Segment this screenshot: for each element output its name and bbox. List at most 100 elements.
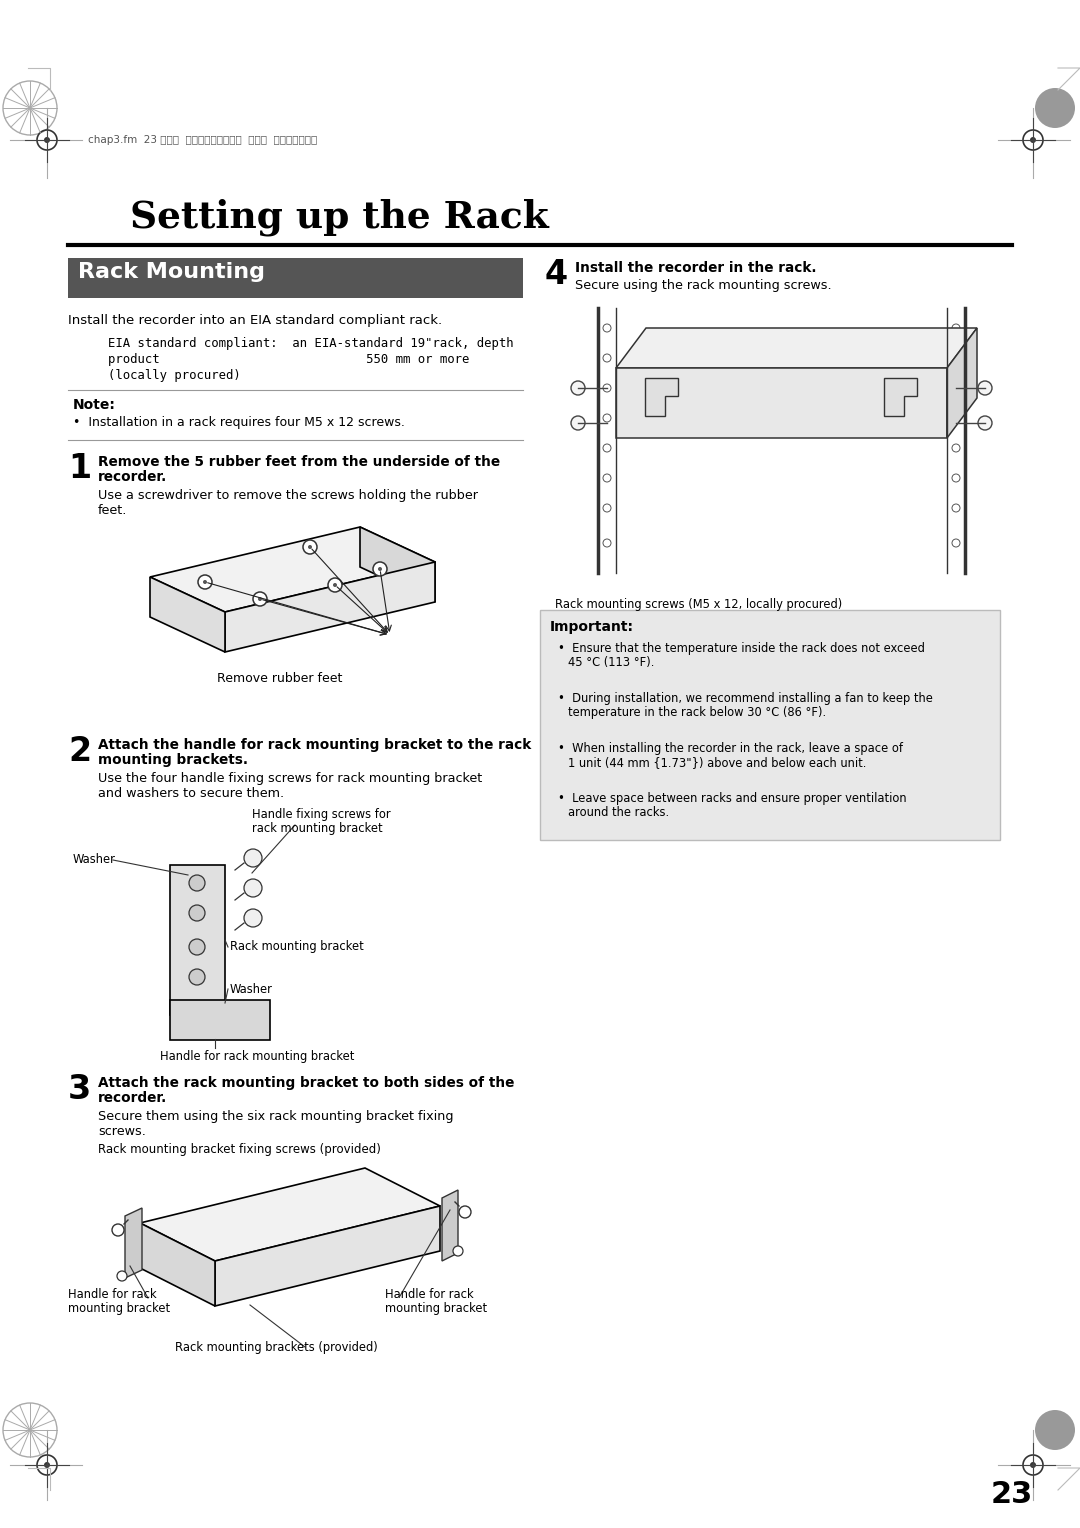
Text: Secure using the rack mounting screws.: Secure using the rack mounting screws.: [575, 280, 832, 292]
Text: Attach the handle for rack mounting bracket to the rack: Attach the handle for rack mounting brac…: [98, 738, 531, 752]
Polygon shape: [360, 527, 435, 602]
Text: mounting bracket: mounting bracket: [384, 1302, 487, 1316]
Circle shape: [603, 539, 611, 547]
Circle shape: [198, 575, 212, 588]
Bar: [68, 258, 523, 298]
Text: Secure them using the six rack mounting bracket fixing: Secure them using the six rack mounting …: [98, 1109, 454, 1123]
Polygon shape: [616, 368, 947, 439]
Text: •  Installation in a rack requires four M5 x 12 screws.: • Installation in a rack requires four M…: [73, 416, 405, 429]
Text: Handle for rack: Handle for rack: [384, 1288, 474, 1300]
Polygon shape: [150, 527, 435, 613]
Text: Note:: Note:: [73, 397, 116, 413]
Text: Use a screwdriver to remove the screws holding the rubber: Use a screwdriver to remove the screws h…: [98, 489, 478, 503]
Circle shape: [333, 584, 337, 587]
Text: Remove the 5 rubber feet from the underside of the: Remove the 5 rubber feet from the unders…: [98, 455, 500, 469]
Circle shape: [603, 504, 611, 512]
Circle shape: [1030, 1462, 1036, 1468]
Circle shape: [978, 380, 993, 396]
Text: mounting bracket: mounting bracket: [68, 1302, 171, 1316]
Circle shape: [253, 591, 267, 607]
Text: Rack mounting screws (M5 x 12, locally procured): Rack mounting screws (M5 x 12, locally p…: [555, 597, 842, 611]
Circle shape: [1030, 138, 1036, 144]
Text: Rack mounting bracket: Rack mounting bracket: [230, 940, 364, 953]
Circle shape: [603, 445, 611, 452]
Text: •  Leave space between racks and ensure proper ventilation: • Leave space between racks and ensure p…: [558, 792, 906, 805]
Text: Important:: Important:: [550, 620, 634, 634]
Text: Handle for rack: Handle for rack: [68, 1288, 157, 1300]
Circle shape: [951, 445, 960, 452]
Circle shape: [453, 1245, 463, 1256]
Polygon shape: [215, 1206, 440, 1306]
Circle shape: [603, 414, 611, 422]
Circle shape: [951, 539, 960, 547]
Circle shape: [951, 504, 960, 512]
Text: chap3.fm  23 ページ  ２００８年４月８日  火曜日  午後５時２２分: chap3.fm 23 ページ ２００８年４月８日 火曜日 午後５時２２分: [87, 134, 318, 145]
Text: Rack mounting bracket fixing screws (provided): Rack mounting bracket fixing screws (pro…: [98, 1143, 381, 1157]
Text: EIA standard compliant:  an EIA-standard 19"rack, depth: EIA standard compliant: an EIA-standard …: [108, 338, 514, 350]
Circle shape: [117, 1271, 127, 1280]
Polygon shape: [442, 1190, 458, 1261]
Circle shape: [978, 416, 993, 429]
Polygon shape: [616, 329, 977, 368]
Polygon shape: [225, 562, 435, 652]
Text: Rack Mounting: Rack Mounting: [78, 261, 265, 283]
Polygon shape: [140, 1167, 440, 1261]
Circle shape: [571, 380, 585, 396]
Polygon shape: [170, 999, 270, 1041]
Text: mounting brackets.: mounting brackets.: [98, 753, 248, 767]
Circle shape: [951, 384, 960, 393]
Circle shape: [308, 545, 312, 549]
Text: 23: 23: [990, 1481, 1034, 1510]
Text: •  Ensure that the temperature inside the rack does not exceed: • Ensure that the temperature inside the…: [558, 642, 924, 656]
Text: •  When installing the recorder in the rack, leave a space of: • When installing the recorder in the ra…: [558, 743, 903, 755]
Circle shape: [44, 1462, 50, 1468]
Polygon shape: [140, 1222, 215, 1306]
Polygon shape: [150, 578, 225, 652]
Text: and washers to secure them.: and washers to secure them.: [98, 787, 284, 801]
Text: 1: 1: [68, 452, 91, 484]
Circle shape: [951, 354, 960, 362]
Circle shape: [951, 324, 960, 332]
Circle shape: [951, 474, 960, 481]
Text: •  During installation, we recommend installing a fan to keep the: • During installation, we recommend inst…: [558, 692, 933, 704]
Text: Washer: Washer: [73, 853, 116, 866]
Circle shape: [951, 414, 960, 422]
Polygon shape: [947, 329, 977, 439]
Circle shape: [373, 562, 387, 576]
Text: 2: 2: [68, 735, 91, 769]
Circle shape: [1035, 1410, 1075, 1450]
Circle shape: [378, 567, 382, 571]
Circle shape: [244, 850, 262, 866]
Circle shape: [244, 879, 262, 897]
Text: 45 °C (113 °F).: 45 °C (113 °F).: [568, 656, 654, 669]
Polygon shape: [125, 1209, 141, 1277]
Text: Rack mounting brackets (provided): Rack mounting brackets (provided): [175, 1342, 378, 1354]
Text: Setting up the Rack: Setting up the Rack: [130, 199, 549, 235]
Circle shape: [44, 138, 50, 144]
Text: recorder.: recorder.: [98, 1091, 167, 1105]
Circle shape: [303, 539, 318, 555]
Circle shape: [459, 1206, 471, 1218]
Circle shape: [571, 416, 585, 429]
Text: screws.: screws.: [98, 1125, 146, 1138]
Text: Washer: Washer: [230, 983, 273, 996]
Polygon shape: [645, 377, 678, 416]
Text: rack mounting bracket: rack mounting bracket: [252, 822, 382, 834]
Text: Attach the rack mounting bracket to both sides of the: Attach the rack mounting bracket to both…: [98, 1076, 514, 1089]
Text: (locally procured): (locally procured): [108, 368, 241, 382]
Text: recorder.: recorder.: [98, 471, 167, 484]
Text: 1 unit (44 mm {1.73"}) above and below each unit.: 1 unit (44 mm {1.73"}) above and below e…: [568, 756, 866, 769]
Text: 4: 4: [545, 258, 568, 290]
Text: Install the recorder in the rack.: Install the recorder in the rack.: [575, 261, 816, 275]
Circle shape: [189, 969, 205, 986]
Text: Handle fixing screws for: Handle fixing screws for: [252, 808, 391, 821]
Circle shape: [203, 581, 207, 584]
Text: 3: 3: [68, 1073, 91, 1106]
Text: Handle for rack mounting bracket: Handle for rack mounting bracket: [160, 1050, 354, 1063]
Circle shape: [603, 354, 611, 362]
Text: Use the four handle fixing screws for rack mounting bracket: Use the four handle fixing screws for ra…: [98, 772, 483, 785]
Text: temperature in the rack below 30 °C (86 °F).: temperature in the rack below 30 °C (86 …: [568, 706, 826, 720]
Circle shape: [244, 909, 262, 927]
Bar: [540, 610, 1000, 840]
Circle shape: [258, 597, 262, 601]
